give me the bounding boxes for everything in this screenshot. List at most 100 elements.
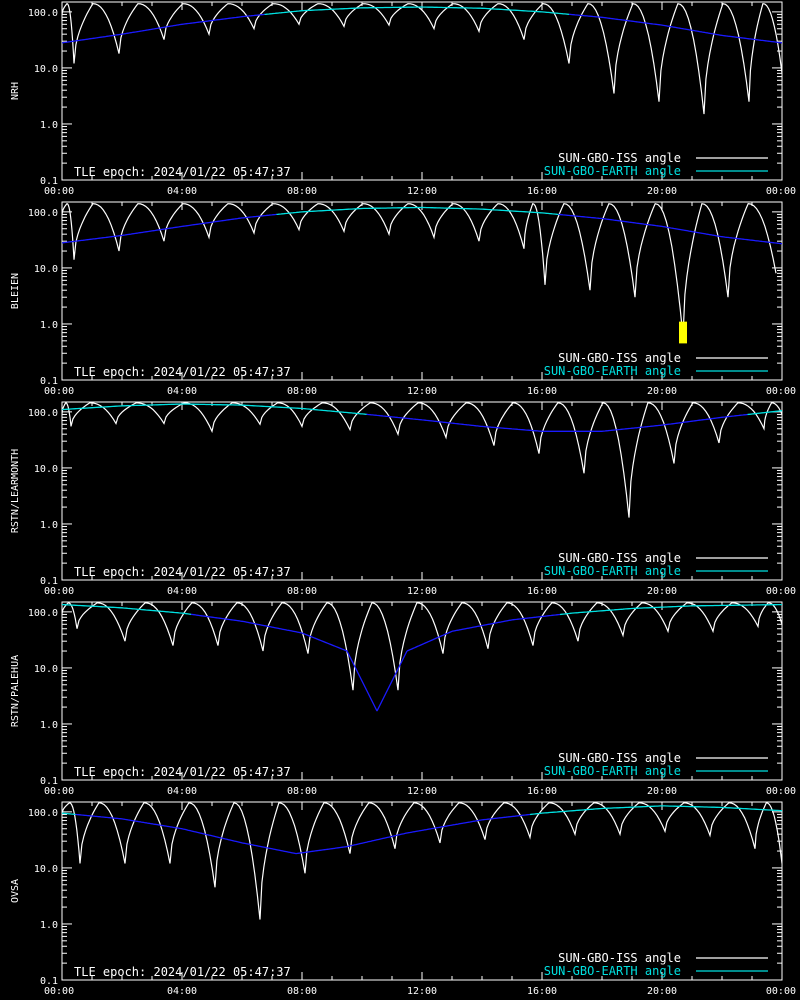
legend-earth-label: SUN-GBO-EARTH angle: [544, 964, 681, 978]
y-tick-label: 0.1: [40, 576, 58, 587]
x-tick-label: 00:00: [766, 386, 796, 397]
legend-iss-label: SUN-GBO-ISS angle: [558, 151, 681, 165]
legend-iss-label: SUN-GBO-ISS angle: [558, 351, 681, 365]
series-iss-angle-line: [62, 802, 782, 920]
x-tick-label: 00:00: [44, 986, 74, 997]
series-earth-angle-line-blue: [75, 813, 531, 855]
series-earth-angle-line-cyan: [62, 403, 782, 416]
chart-panel-1: 0.1 1.0 10.0 100.0 00:00 04:00 08:00 12:00 16:00…: [10, 1, 796, 197]
x-tick-label: 00:00: [766, 186, 796, 197]
x-tick-label: 00:00: [44, 186, 74, 197]
x-tick-label: 16:00: [527, 586, 557, 597]
series-earth-angle-line-cyan: [62, 603, 782, 616]
legend-earth-label: SUN-GBO-EARTH angle: [544, 564, 681, 578]
plot-area: [62, 2, 782, 115]
series-earth-angle-line-blue: [62, 213, 782, 245]
series-earth-angle-line-blue: [62, 13, 782, 44]
legend-earth-label: SUN-GBO-EARTH angle: [544, 364, 681, 378]
tle-epoch-label: TLE epoch: 2024/01/22 05:47:37: [74, 965, 291, 979]
chart-panel-5: 0.1 1.0 10.0 100.0 00:00 04:00 08:00 12:00 16:00…: [10, 801, 796, 997]
y-tick-label: 10.0: [34, 664, 58, 675]
y-axis-label: OVSA: [10, 879, 21, 903]
y-tick-label: 1.0: [40, 720, 58, 731]
y-tick-label: 1.0: [40, 320, 58, 331]
x-tick-label: 04:00: [167, 386, 197, 397]
x-tick-label: 12:00: [407, 586, 437, 597]
plot-area: [62, 202, 782, 344]
y-tick-label: 100.0: [28, 208, 58, 219]
y-tick-label: 1.0: [40, 120, 58, 131]
y-tick-label: 0.1: [40, 976, 58, 987]
x-tick-label: 00:00: [766, 786, 796, 797]
x-tick-label: 08:00: [287, 586, 317, 597]
y-tick-label: 0.1: [40, 376, 58, 387]
y-tick-label: 100.0: [28, 408, 58, 419]
series-earth-angle-line-blue: [366, 413, 748, 432]
x-tick-label: 08:00: [287, 186, 317, 197]
series-iss-angle-line: [62, 202, 777, 337]
x-tick-label: 12:00: [407, 986, 437, 997]
legend-iss-label: SUN-GBO-ISS angle: [558, 751, 681, 765]
y-tick-label: 100.0: [28, 808, 58, 819]
legend-iss-label: SUN-GBO-ISS angle: [558, 951, 681, 965]
legend-earth-label: SUN-GBO-EARTH angle: [544, 764, 681, 778]
x-tick-label: 12:00: [407, 386, 437, 397]
x-tick-label: 04:00: [167, 786, 197, 797]
x-tick-label: 08:00: [287, 386, 317, 397]
chart-panel-3: 0.1 1.0 10.0 100.0 00:00 04:00 08:00 12:00 16:00…: [10, 401, 796, 597]
x-tick-label: 00:00: [44, 586, 74, 597]
x-tick-label: 08:00: [287, 986, 317, 997]
y-tick-label: 10.0: [34, 264, 58, 275]
x-tick-label: 00:00: [766, 986, 796, 997]
y-tick-label: 0.1: [40, 176, 58, 187]
y-tick-label: 10.0: [34, 864, 58, 875]
legend-iss-label: SUN-GBO-ISS angle: [558, 551, 681, 565]
y-tick-label: 10.0: [34, 64, 58, 75]
series-earth-angle-line-cyan: [62, 805, 782, 816]
y-tick-label: 0.1: [40, 776, 58, 787]
x-tick-label: 16:00: [527, 186, 557, 197]
tle-epoch-label: TLE epoch: 2024/01/22 05:47:37: [74, 165, 291, 179]
x-tick-label: 16:00: [527, 386, 557, 397]
x-tick-label: 04:00: [167, 586, 197, 597]
x-tick-label: 04:00: [167, 986, 197, 997]
x-tick-label: 16:00: [527, 986, 557, 997]
tle-epoch-label: TLE epoch: 2024/01/22 05:47:37: [74, 365, 291, 379]
y-axis-label: RSTN/PALEHUA: [10, 655, 21, 727]
plot-area: [62, 802, 782, 920]
x-tick-label: 20:00: [647, 986, 677, 997]
x-tick-label: 00:00: [44, 786, 74, 797]
plot-area: [62, 602, 782, 712]
series-earth-angle-line-cyan: [276, 206, 559, 216]
x-tick-label: 12:00: [407, 186, 437, 197]
series-iss-angle-line: [62, 2, 782, 115]
series-earth-angle-line-cyan: [264, 6, 570, 16]
tle-epoch-label: TLE epoch: 2024/01/22 05:47:37: [74, 765, 291, 779]
highlight-marker: [679, 321, 687, 344]
x-tick-label: 04:00: [167, 186, 197, 197]
x-tick-label: 08:00: [287, 786, 317, 797]
chart-panel-2: 0.1 1.0 10.0 100.0 00:00 04:00 08:00 12:00 16:00…: [10, 201, 796, 397]
series-iss-angle-line: [62, 602, 782, 691]
chart-panel-4: 0.1 1.0 10.0 100.0 00:00 04:00 08:00 12:00 16:00…: [10, 601, 796, 797]
y-tick-label: 10.0: [34, 464, 58, 475]
y-axis-label: BLEIEN: [10, 273, 21, 309]
x-tick-label: 00:00: [44, 386, 74, 397]
y-axis-label: NRH: [10, 82, 21, 100]
x-tick-label: 20:00: [647, 786, 677, 797]
x-tick-label: 00:00: [766, 586, 796, 597]
series-iss-angle-line: [62, 402, 782, 518]
legend-earth-label: SUN-GBO-EARTH angle: [544, 164, 681, 178]
x-tick-label: 16:00: [527, 786, 557, 797]
x-tick-label: 20:00: [647, 586, 677, 597]
x-tick-label: 20:00: [647, 386, 677, 397]
y-tick-label: 100.0: [28, 608, 58, 619]
x-tick-label: 12:00: [407, 786, 437, 797]
x-tick-label: 20:00: [647, 186, 677, 197]
y-axis-label: RSTN/LEARMONTH: [10, 449, 21, 533]
y-tick-label: 100.0: [28, 8, 58, 19]
series-earth-angle-line-blue: [190, 613, 561, 712]
y-tick-label: 1.0: [40, 520, 58, 531]
